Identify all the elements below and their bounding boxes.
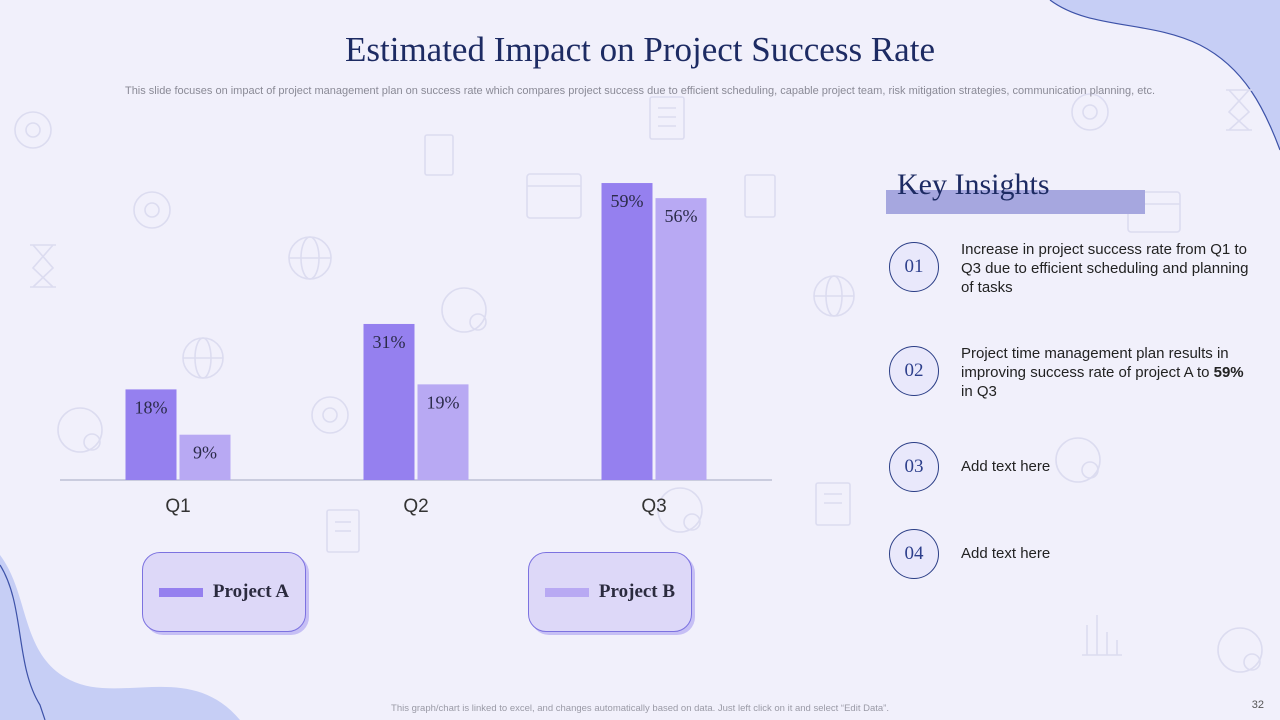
bar-chart[interactable]: 18% 9% Q1 31% 19% Q2 59% 56% Q3 [40,160,800,530]
gear-icon [133,191,171,229]
globe-icon [57,407,103,453]
globe-icon [1055,437,1101,483]
x-tick-label: Q3 [641,496,666,517]
gear-icon [14,111,52,149]
bar-data-label: 19% [427,392,460,412]
document-icon [815,482,851,526]
insight-text: Increase in project success rate from Q1… [961,241,1249,296]
bar-project-b-q3[interactable] [655,198,707,480]
document-icon [649,96,685,140]
key-insights-highlight [886,190,1145,214]
bar-project-b-q1[interactable] [179,434,231,480]
gear-icon [311,396,349,434]
insight-number-badge: 02 [889,346,939,396]
document-icon [424,134,454,176]
insight-number-badge: 04 [889,529,939,579]
bar-chart-icon [1082,615,1122,656]
bar-project-a-q3[interactable] [601,183,653,480]
globe-icon [441,287,487,333]
slide-title: Estimated Impact on Project Success Rate [345,30,935,69]
hourglass-icon [1226,89,1252,131]
document-icon [744,174,776,218]
footer-note: This graph/chart is linked to excel, and… [391,703,889,714]
document-icon [326,509,360,553]
bar-data-label: 18% [135,397,168,417]
legend-project-b[interactable]: Project B [528,552,692,632]
bar-data-label: 56% [665,206,698,226]
insight-text: Add text here [961,545,1051,562]
legend-label-project-b: Project B [598,581,676,602]
x-tick-label: Q2 [403,496,428,517]
legend-swatch-project-b [544,587,589,597]
calendar-icon [526,173,582,219]
insight-text: Add text here [961,458,1051,475]
key-insights-heading: Key Insights [897,168,1050,201]
insight-text: Project time management plan results in … [961,345,1244,400]
legend-swatch-project-a [158,587,203,597]
insight-number-badge: 01 [889,242,939,292]
bar-data-label: 59% [611,191,644,211]
legend-label-project-a: Project A [212,581,290,602]
globe-icon [1217,627,1263,673]
hourglass-icon [30,244,56,288]
bar-data-label: 9% [193,443,217,463]
bar-project-a-q1[interactable] [125,389,177,480]
slide-subtitle: This slide focuses on impact of project … [124,85,1156,97]
bar-project-a-q2[interactable] [363,323,415,480]
bar-project-b-q2[interactable] [417,384,469,480]
x-tick-label: Q1 [165,496,190,517]
legend-project-a[interactable]: Project A [142,552,306,632]
bar-data-label: 31% [373,332,406,352]
gear-icon [1071,93,1109,131]
page-number: 32 [1251,699,1264,711]
insight-number-badge: 03 [889,442,939,492]
globe-icon [657,487,703,533]
